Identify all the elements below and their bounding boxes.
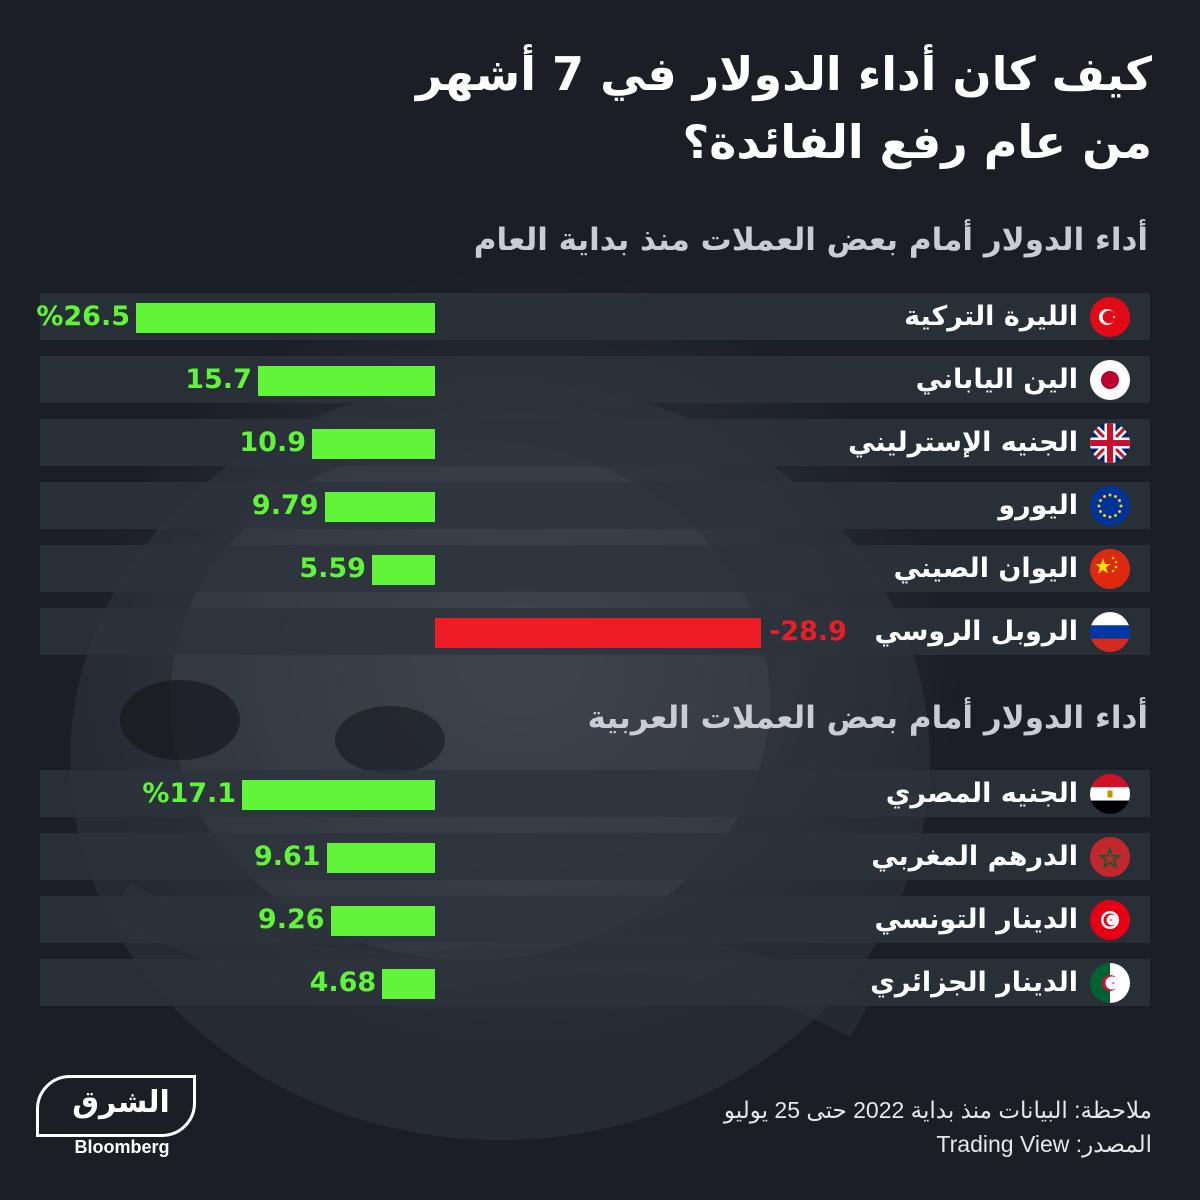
currency-label: الدرهم المغربي [871,841,1078,872]
bar [326,843,435,873]
data-label: 9.61 [253,841,321,872]
logo-frame [36,1075,196,1137]
currency-label: اليوان الصيني [893,553,1078,584]
title-line-2: من عام رفع الفائدة؟ [682,115,1152,169]
data-label: 9.79 [251,490,319,521]
data-label: -28.9 [769,616,847,647]
footer-notes: ملاحظة: البيانات منذ بداية 2022 حتى 25 ي… [452,1093,1152,1161]
eu-flag-icon [1090,486,1130,526]
section-heading-global: أداء الدولار أمام بعض العملات منذ بداية … [473,222,1148,258]
bar-row: اليوان الصيني 5.59 [40,545,1150,592]
bar [371,555,435,585]
bar-row: الدينار التونسي 9.26 [40,896,1150,943]
data-label: 10.9 [239,427,307,458]
bar-row: الجنيه الإسترليني 10.9 [40,419,1150,466]
bar-row: الليرة التركية %26.5 [36,293,1150,340]
page-title: كيف كان أداء الدولار في 7 أشهر من عام رف… [152,40,1152,176]
algeria-flag-icon [1090,963,1130,1003]
bar [312,429,435,459]
bar [257,366,435,396]
currency-label: اليورو [998,490,1078,521]
data-label: 5.59 [299,553,366,584]
uk-flag-icon [1090,423,1130,463]
data-label: 15.7 [185,364,252,395]
bar-row: الجنيه المصري %17.1 [40,770,1150,817]
data-label: 4.68 [309,967,377,998]
data-label: %26.5 [36,301,130,332]
bar [382,969,435,999]
currency-label: الين الياباني [915,364,1078,395]
china-flag-icon [1090,549,1130,589]
currency-label: الروبل الروسي [874,616,1078,647]
asharq-bloomberg-logo: الشرق Bloomberg [36,1075,198,1167]
bar [330,906,435,936]
section-heading-arab: أداء الدولار أمام بعض العملات العربية [587,700,1148,736]
bar [324,492,435,522]
currency-label: الجنيه الإسترليني [848,427,1078,458]
egypt-flag-icon [1090,774,1130,814]
japan-flag-icon [1090,360,1130,400]
footer-source: المصدر: Trading View [936,1131,1152,1157]
footer-note: ملاحظة: البيانات منذ بداية 2022 حتى 25 ي… [723,1097,1152,1123]
data-label: %17.1 [142,778,237,809]
bar-row: الدينار الجزائري 4.68 [40,959,1150,1006]
bar [435,618,762,648]
russia-flag-icon [1090,612,1130,652]
turkey-flag-icon [1090,297,1130,337]
logo-bloomberg-text: Bloomberg [74,1137,170,1157]
bar-row: اليورو 9.79 [40,482,1150,529]
bar-row: الدرهم المغربي 9.61 [40,833,1150,880]
bar [136,303,435,333]
bar-row: الين الياباني 15.7 [40,356,1150,403]
currency-label: الدينار التونسي [874,904,1078,935]
bar-row: الروبل الروسي -28.9 [40,608,1150,655]
title-line-1: كيف كان أداء الدولار في 7 أشهر [416,47,1152,101]
logo-arabic-text: الشرق [72,1085,170,1120]
currency-label: الجنيه المصري [885,778,1078,809]
currency-label: الليرة التركية [904,301,1078,332]
currency-label: الدينار الجزائري [870,967,1078,998]
tunisia-flag-icon [1090,900,1130,940]
morocco-flag-icon [1090,837,1130,877]
bar [242,780,435,810]
data-label: 9.26 [257,904,325,935]
